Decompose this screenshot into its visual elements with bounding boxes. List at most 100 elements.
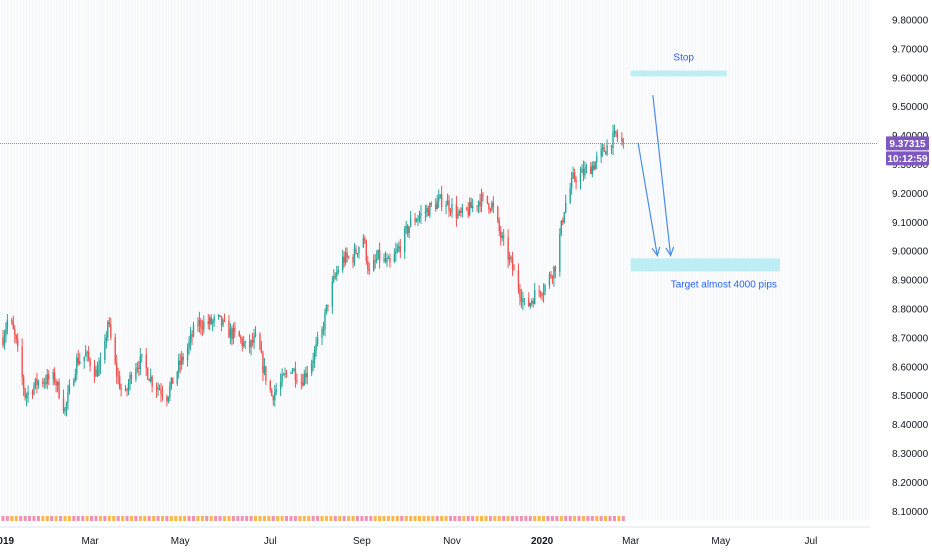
candle [417, 215, 419, 227]
candle [344, 247, 347, 266]
candle [362, 234, 365, 249]
candle [582, 160, 585, 182]
candle [315, 336, 317, 357]
candle [114, 333, 116, 366]
candle [166, 394, 168, 407]
event-marker [187, 516, 191, 521]
candle [189, 327, 192, 351]
candle [508, 251, 511, 266]
countdown-label: 10:12:59 [887, 154, 927, 165]
candle [610, 144, 613, 155]
event-marker [254, 516, 258, 521]
candle [560, 220, 562, 237]
candle [231, 325, 233, 346]
candle [596, 151, 598, 170]
event-marker [329, 516, 333, 521]
candle [408, 226, 410, 239]
candle [312, 352, 314, 372]
candle [55, 378, 57, 393]
candle [48, 370, 50, 386]
candle [228, 315, 230, 338]
y-tick-label: 8.40000 [892, 420, 929, 431]
event-marker [617, 516, 621, 521]
candle [207, 313, 209, 330]
event-marker [174, 516, 178, 521]
candle [591, 161, 594, 178]
candle [129, 371, 131, 391]
candle [534, 283, 536, 305]
event-marker [209, 516, 213, 521]
candle [104, 334, 106, 364]
candle [300, 373, 303, 390]
candle [559, 228, 561, 277]
candle [182, 353, 184, 365]
event-marker [107, 516, 111, 521]
candle [37, 379, 40, 389]
candle [89, 357, 91, 372]
candle [210, 314, 212, 326]
event-marker [577, 516, 581, 521]
candle [217, 314, 220, 320]
event-marker [81, 516, 85, 521]
event-marker [404, 516, 408, 521]
candle [272, 395, 274, 406]
event-marker [581, 516, 585, 521]
event-marker [599, 516, 603, 521]
candle [479, 193, 481, 213]
event-marker [395, 516, 399, 521]
event-marker [134, 516, 138, 521]
candle [389, 253, 391, 268]
candle [124, 385, 127, 392]
candle [77, 349, 79, 366]
candle [275, 383, 277, 396]
candle [489, 207, 492, 213]
event-marker [440, 516, 444, 521]
candle [621, 132, 623, 146]
candle [138, 361, 140, 377]
candle [265, 366, 267, 385]
candle [418, 211, 421, 223]
x-tick-label: 2019 [0, 536, 15, 547]
candle [56, 381, 59, 393]
candle [76, 353, 78, 381]
event-marker [249, 516, 253, 521]
candle [476, 205, 478, 212]
event-marker [90, 516, 94, 521]
event-marker [245, 516, 249, 521]
event-marker [285, 516, 289, 521]
candle [415, 218, 418, 223]
event-marker [484, 516, 488, 521]
candle [429, 202, 431, 218]
event-marker [324, 516, 328, 521]
candle [414, 212, 416, 226]
candle [306, 365, 308, 385]
candle [513, 264, 515, 271]
event-marker [413, 516, 417, 521]
candle [262, 350, 264, 382]
candle [523, 297, 526, 306]
candle [470, 197, 472, 209]
event-marker [178, 516, 182, 521]
candle [466, 206, 468, 211]
event-marker [147, 516, 151, 521]
candle [455, 195, 458, 227]
candle [486, 195, 489, 205]
candle [327, 304, 329, 312]
candle [355, 245, 357, 255]
candle [240, 334, 242, 344]
candle [107, 319, 109, 342]
candle [172, 377, 174, 384]
candle [243, 335, 245, 349]
event-marker [72, 516, 76, 521]
candle [440, 186, 443, 211]
candle [188, 336, 190, 355]
event-marker [54, 516, 58, 521]
candle [191, 330, 193, 346]
candle [316, 331, 319, 347]
candle [396, 243, 399, 254]
candle [53, 367, 56, 385]
candle [467, 202, 469, 219]
event-marker [138, 516, 142, 521]
candle [220, 315, 223, 332]
